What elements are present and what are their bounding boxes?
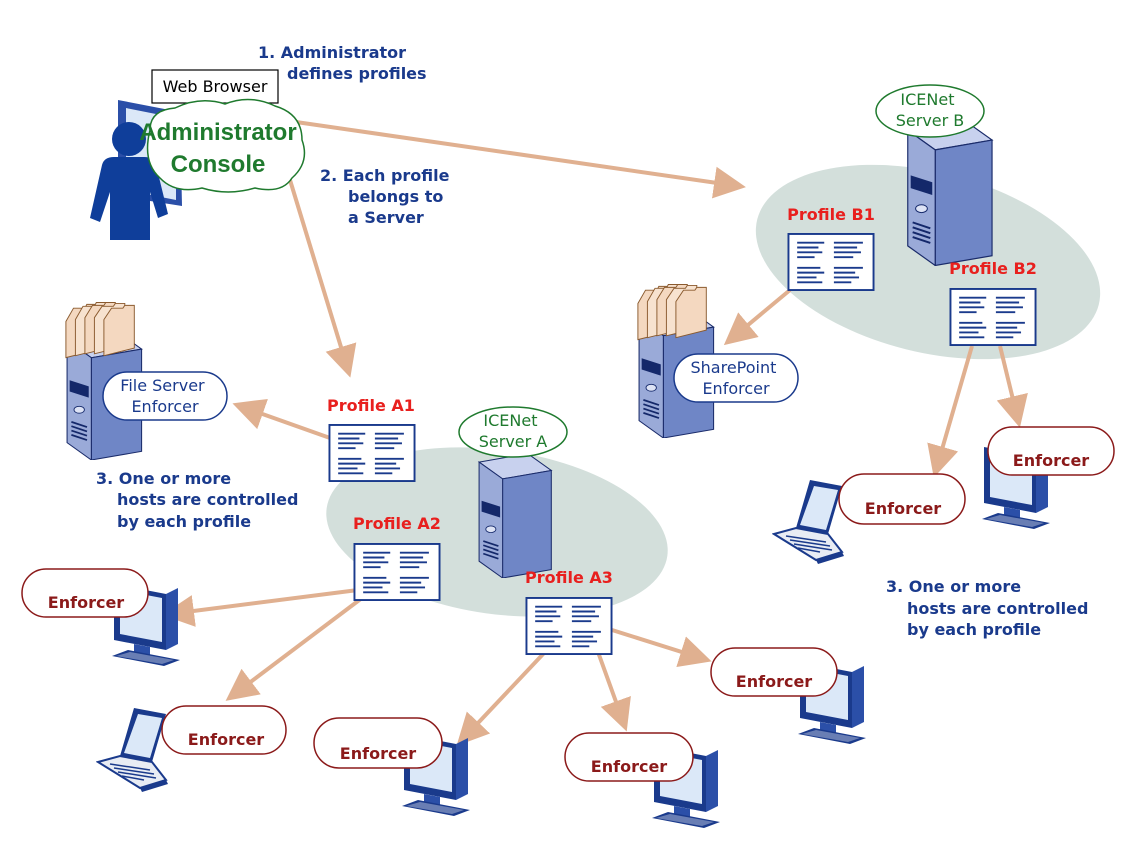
icenet-server-a[interactable]: ICENet Server A (458, 406, 568, 578)
enforcer-host-2[interactable]: Enforcer (97, 705, 287, 793)
note-profile-belongs: 2. Each profile belongs to a Server (320, 166, 455, 227)
web-browser-label: Web Browser (163, 77, 268, 96)
enforcer-host-6[interactable]: Enforcer (773, 473, 966, 565)
profile-b1[interactable]: Profile B1 (787, 205, 875, 291)
note-admin-line2: defines profiles (287, 64, 427, 83)
arrows (162, 120, 1028, 746)
note-hosts-right-line1: 3. One or more (886, 577, 1021, 596)
profile-a3-document-icon (525, 597, 613, 655)
sharepoint-line1: SharePoint (691, 358, 777, 377)
profile-b2[interactable]: Profile B2 (949, 259, 1037, 346)
server-b-tower-icon (906, 119, 994, 266)
server-b-line2: Server B (896, 111, 965, 130)
note-hosts-right-line2: hosts are controlled (907, 599, 1088, 618)
note-belongs-line1: 2. Each profile (320, 166, 450, 185)
laptop-icon (97, 707, 169, 793)
server-b-line1: ICENet (900, 90, 954, 109)
file-server-label-box (102, 371, 228, 421)
enforcer-label: Enforcer (188, 730, 265, 749)
profile-b2-label: Profile B2 (949, 259, 1037, 278)
note-hosts-controlled-right: 3. One or more hosts are controlled by e… (886, 577, 1094, 639)
profile-a2-document-icon (353, 543, 441, 601)
console-title-line2: Console (171, 151, 266, 178)
enforcer-host-5[interactable]: Enforcer (710, 647, 866, 744)
profile-a1-document-icon (328, 424, 416, 482)
file-server-line1: File Server (120, 376, 205, 395)
profile-a2-label: Profile A2 (353, 514, 441, 533)
laptop-icon (773, 479, 845, 565)
profile-a3[interactable]: Profile A3 (525, 568, 613, 655)
arrow-console-to-profile-a1 (288, 179, 357, 378)
sharepoint-label-box (673, 353, 799, 403)
note-administrator-defines: 1. Administrator defines profiles (258, 43, 427, 83)
enforcer-label: Enforcer (48, 593, 125, 612)
profile-a1[interactable]: Profile A1 (327, 396, 416, 482)
enforcer-host-3[interactable]: Enforcer (313, 717, 470, 816)
note-admin-line1: 1. Administrator (258, 43, 406, 62)
enforcer-label: Enforcer (1013, 451, 1090, 470)
sharepoint-label: SharePoint Enforcer (691, 358, 782, 398)
note-hosts-left-line3: by each profile (117, 512, 251, 531)
arrow-a3-to-enforcer-3 (456, 650, 547, 746)
arrow-a1-to-file-server (232, 398, 331, 440)
enforcer-label: Enforcer (591, 757, 668, 776)
enforcer-label-box (710, 647, 838, 697)
note-hosts-right-line3: by each profile (907, 620, 1041, 639)
profile-b1-label: Profile B1 (787, 205, 875, 224)
file-server-label: File Server Enforcer (120, 376, 209, 416)
server-a-label: ICENet Server A (479, 411, 548, 451)
enforcer-label-box (313, 717, 443, 769)
enforcer-label-box (161, 705, 287, 755)
note-belongs-line2: belongs to (348, 187, 443, 206)
arrow-a3-to-enforcer-5 (611, 628, 712, 668)
profile-a3-label: Profile A3 (525, 568, 613, 587)
profile-a2[interactable]: Profile A2 (353, 514, 441, 601)
sharepoint-line2: Enforcer (702, 379, 770, 398)
console-title-line1: Administrator (139, 119, 296, 146)
administrator-console-cloud[interactable] (146, 98, 306, 193)
sharepoint-host[interactable]: SharePoint Enforcer (637, 284, 799, 439)
enforcer-label-box (564, 732, 694, 782)
note-hosts-left-line1: 3. One or more (96, 469, 231, 488)
enforcer-host-7[interactable]: Enforcer (982, 426, 1115, 529)
profile-b2-document-icon (949, 288, 1037, 346)
server-a-line1: ICENet (483, 411, 537, 430)
note-hosts-controlled-left: 3. One or more hosts are controlled by e… (96, 469, 304, 531)
server-b-label: ICENet Server B (896, 90, 965, 130)
sharepoint-folders-icon (637, 284, 707, 341)
folders-icon (65, 301, 135, 359)
profile-b1-document-icon (787, 233, 875, 291)
arrow-console-to-server-b (295, 120, 746, 199)
enforcer-label: Enforcer (340, 744, 417, 763)
enforcer-label: Enforcer (865, 499, 942, 518)
arrow-b1-to-sharepoint (723, 288, 792, 346)
server-a-line2: Server A (479, 432, 548, 451)
file-server-host[interactable]: File Server Enforcer (65, 301, 228, 461)
profile-a1-label: Profile A1 (327, 396, 415, 415)
arrow-a2-to-enforcer-1 (162, 588, 359, 627)
person-icon (90, 122, 168, 240)
arrow-a2-to-enforcer-2 (225, 596, 364, 701)
server-a-tower-icon (478, 452, 553, 578)
arrow-a3-to-enforcer-4 (596, 651, 631, 732)
enforcer-host-4[interactable]: Enforcer (564, 732, 720, 828)
icenet-server-b[interactable]: ICENet Server B (875, 84, 994, 266)
enforcer-label: Enforcer (736, 672, 813, 691)
enforcer-label-box (987, 426, 1115, 476)
note-belongs-line3: a Server (348, 208, 424, 227)
file-server-line2: Enforcer (131, 397, 199, 416)
administrator-workstation: Web Browser Administrator Console (90, 69, 306, 240)
server-b-label-bubble (875, 84, 985, 138)
enforcer-label-box (838, 473, 966, 525)
enforcer-host-1[interactable]: Enforcer (21, 568, 180, 666)
note-hosts-left-line2: hosts are controlled (117, 490, 298, 509)
arrow-b2-to-enforcer-6 (927, 345, 974, 478)
server-a-label-bubble (458, 406, 568, 458)
enforcer-label-box (21, 568, 149, 618)
arrow-b2-to-enforcer-7 (996, 345, 1028, 428)
